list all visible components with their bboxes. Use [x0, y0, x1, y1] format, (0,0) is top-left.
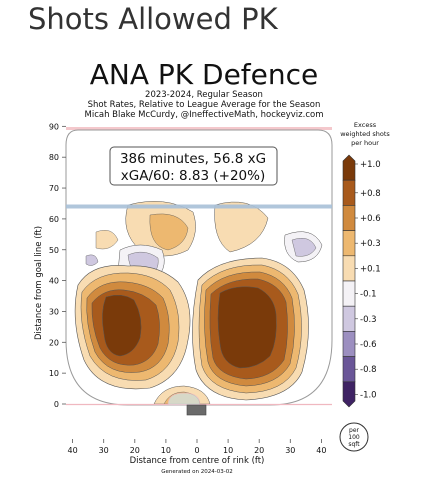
- colorbar: +1.0 +0.8 +0.6 +0.3 +0.1 -0.1 -0.3 -0.6 -0.8 -1.0: [342, 154, 381, 408]
- chart-title: ANA PK Defence: [90, 58, 319, 91]
- colorbar-swatch: [342, 331, 356, 357]
- unit-badge-line-3: sqft: [348, 441, 360, 448]
- summary-minutes-xg: 386 minutes, 56.8 xG: [120, 151, 266, 167]
- chart-subtitle-author: Micah Blake McCurdy, @IneffectiveMath, h…: [85, 110, 324, 120]
- chart-subtitle-metric: Shot Rates, Relative to League Average f…: [88, 100, 321, 110]
- x-tick-label: 20: [130, 446, 140, 455]
- contour-high-slot-inner: [149, 213, 189, 251]
- goal-net: [186, 404, 207, 416]
- generated-date-footer: Generated on 2024-03-02: [161, 469, 233, 475]
- x-tick-label: 20: [254, 446, 264, 455]
- x-tick-label: 0: [194, 446, 199, 455]
- y-tick-label: 0: [54, 400, 59, 409]
- y-tick-label: 50: [49, 246, 59, 255]
- colorbar-title-line-2: weighted shots: [340, 130, 390, 138]
- x-axis-ticks: 40 30 20 10 0 10 20 30 40: [68, 439, 326, 455]
- colorbar-swatch: [342, 381, 356, 408]
- y-axis-ticks: 0 10 20 30 40 50 60 70 80 90: [49, 122, 66, 409]
- unit-badge: [339, 422, 369, 452]
- page-title: Shots Allowed PK: [28, 2, 278, 36]
- y-tick-label: 10: [49, 369, 59, 378]
- colorbar-tick-label: +0.8: [360, 189, 381, 199]
- x-axis-label: Distance from centre of rink (ft): [130, 456, 265, 466]
- colorbar-swatch: [342, 230, 356, 257]
- heatmap-layer: [74, 201, 323, 405]
- colorbar-title-line-3: per hour: [351, 139, 379, 147]
- colorbar-swatch: [342, 280, 356, 307]
- x-tick-label: 10: [223, 446, 233, 455]
- contour-right-high-outer: [214, 201, 269, 253]
- plot-top-band: [66, 127, 332, 130]
- goal-crease: [167, 392, 201, 405]
- colorbar-tick-label: -0.3: [360, 315, 377, 325]
- colorbar-tick-label: -1.0: [360, 390, 377, 400]
- colorbar-swatch: [342, 255, 356, 282]
- chart-subtitle-season: 2023-2024, Regular Season: [145, 90, 263, 100]
- x-tick-label: 30: [285, 446, 295, 455]
- y-tick-label: 80: [49, 153, 59, 162]
- colorbar-tick-label: +0.6: [360, 214, 381, 224]
- contour-right-slot-l5: [217, 286, 277, 369]
- contour-left-circle-cold: [85, 254, 99, 266]
- y-tick-label: 20: [49, 338, 59, 347]
- y-axis-label: Distance from goal line (ft): [34, 226, 44, 340]
- colorbar-swatch: [342, 356, 356, 383]
- contour-right-point-cold-inner: [291, 238, 317, 257]
- summary-box: [109, 146, 278, 186]
- colorbar-tick-label: +1.0: [360, 160, 381, 170]
- colorbar-swatch: [342, 305, 356, 332]
- colorbar-tick-label: +0.1: [360, 264, 381, 274]
- contour-left-dot-warm: [95, 230, 119, 250]
- unit-badge-line-1: per: [349, 427, 360, 434]
- colorbar-swatch: [342, 205, 356, 231]
- x-tick-label: 10: [161, 446, 171, 455]
- colorbar-tick-label: -0.8: [360, 365, 377, 375]
- colorbar-swatch: [342, 179, 356, 206]
- y-tick-label: 60: [49, 215, 59, 224]
- y-tick-label: 40: [49, 277, 59, 286]
- x-tick-label: 30: [99, 446, 109, 455]
- colorbar-tick-label: -0.1: [360, 290, 377, 300]
- colorbar-tick-label: +0.3: [360, 239, 381, 249]
- colorbar-tick-label: -0.6: [360, 340, 377, 350]
- x-tick-label: 40: [316, 446, 326, 455]
- y-tick-label: 90: [49, 122, 59, 131]
- y-tick-label: 70: [49, 184, 59, 193]
- unit-badge-line-2: 100: [348, 434, 360, 441]
- contour-left-slot-l5: [102, 294, 142, 357]
- y-tick-label: 30: [49, 307, 59, 316]
- summary-xga60: xGA/60: 8.83 (+20%): [121, 168, 265, 184]
- colorbar-swatch: [342, 154, 356, 181]
- x-tick-label: 40: [68, 446, 78, 455]
- colorbar-title-line-1: Excess: [354, 121, 377, 129]
